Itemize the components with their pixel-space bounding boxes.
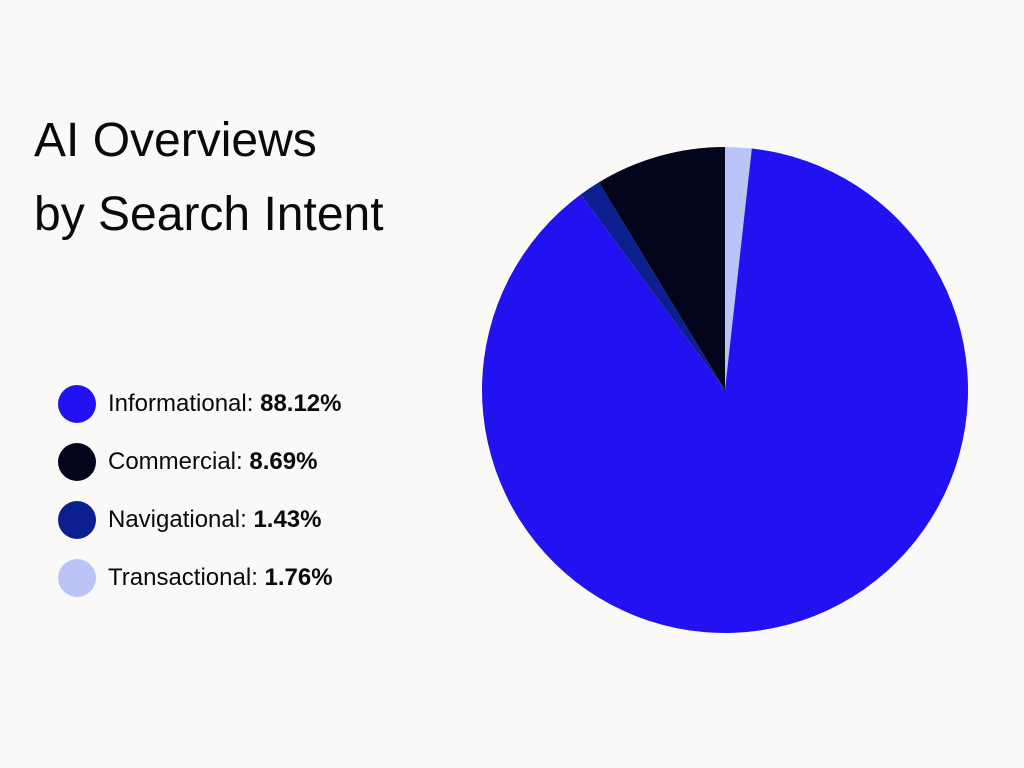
legend-swatch-commercial bbox=[58, 443, 96, 481]
legend-separator: : bbox=[236, 448, 250, 475]
legend-swatch-transactional bbox=[58, 559, 96, 597]
pie-slice-informational bbox=[482, 148, 969, 633]
legend-label-navigational: Navigational bbox=[108, 506, 241, 533]
legend-label-transactional: Transactional bbox=[108, 564, 252, 591]
legend-value-navigational: 1.43% bbox=[253, 506, 322, 533]
legend-separator: : bbox=[240, 506, 254, 533]
chart-title: AI Overviews by Search Intent bbox=[34, 104, 474, 252]
legend-item-navigational: Navigational: 1.43% bbox=[58, 500, 342, 540]
legend-item-commercial: Commercial: 8.69% bbox=[58, 442, 342, 482]
legend-label-commercial: Commercial bbox=[108, 448, 237, 475]
legend-label-informational: Informational bbox=[108, 390, 247, 417]
pie-slice-navigational bbox=[580, 182, 725, 390]
legend-item-informational: Informational: 88.12% bbox=[58, 384, 342, 424]
legend-value-transactional: 1.76% bbox=[264, 564, 333, 591]
chart-legend: Informational: 88.12% Commercial: 8.69% … bbox=[58, 384, 342, 616]
legend-separator: : bbox=[246, 390, 261, 417]
legend-separator: : bbox=[251, 564, 265, 591]
pie-chart bbox=[482, 147, 969, 633]
legend-value-commercial: 8.69% bbox=[249, 448, 318, 475]
pie-slice-commercial bbox=[598, 147, 725, 390]
chart-title-line-1: AI Overviews bbox=[34, 114, 317, 167]
legend-swatch-informational bbox=[58, 385, 96, 423]
legend-value-informational: 88.12% bbox=[260, 390, 342, 417]
chart-title-line-2: by Search Intent bbox=[34, 188, 384, 241]
legend-swatch-navigational bbox=[58, 501, 96, 539]
legend-item-transactional: Transactional: 1.76% bbox=[58, 558, 342, 598]
pie-slice-transactional bbox=[725, 147, 752, 390]
